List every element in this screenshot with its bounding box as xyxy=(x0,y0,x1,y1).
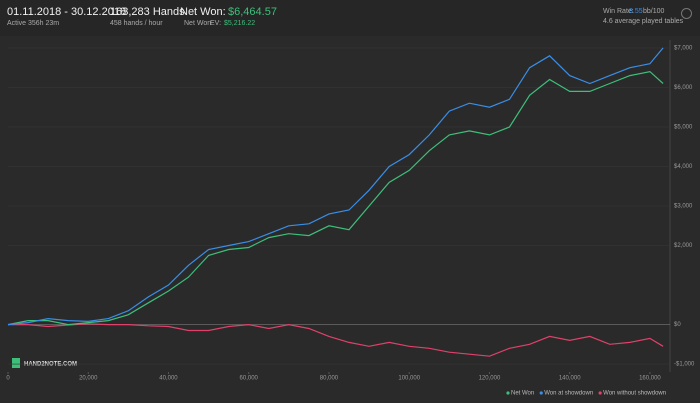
x-tick-label: 120,000 xyxy=(479,376,501,382)
hands-rate: 458 hands / hour xyxy=(110,20,163,27)
y-tick-label: $4,000 xyxy=(674,164,693,170)
x-tick-label: 100,000 xyxy=(398,376,420,382)
tables: 4.6 average played tables xyxy=(603,18,684,25)
win-rate-unit: bb/100 xyxy=(643,8,665,15)
logo-icon xyxy=(12,358,20,368)
x-tick-label: 140,000 xyxy=(559,376,581,382)
y-tick-label: -$1,000 xyxy=(674,362,695,368)
settings-icon[interactable] xyxy=(681,8,692,19)
series-line xyxy=(7,47,664,326)
legend-label: Won at showdown xyxy=(544,391,593,397)
x-tick-label: 40,000 xyxy=(159,376,178,382)
win-rate-label: Win Rate: xyxy=(603,8,634,15)
x-tick-label: 0 xyxy=(6,376,10,382)
legend-marker xyxy=(598,391,602,395)
series-line xyxy=(7,70,664,326)
x-tick-label: 160,000 xyxy=(639,376,661,382)
legend-marker xyxy=(506,391,510,395)
net-won-value: $6,464.57 xyxy=(228,6,277,18)
y-tick-label: $7,000 xyxy=(674,45,693,51)
header: 01.11.2018 - 30.12.2018 Active 356h 23m … xyxy=(0,0,700,36)
series-line xyxy=(8,323,664,357)
y-tick-label: $3,000 xyxy=(674,204,693,210)
net-won-ev-label: Net Won xyxy=(184,20,212,27)
y-tick-label: $5,000 xyxy=(674,125,693,131)
active-time: Active 356h 23m xyxy=(7,20,60,27)
y-tick-label: $6,000 xyxy=(674,85,693,91)
legend-label: Net Won xyxy=(511,391,534,397)
y-tick-label: $2,000 xyxy=(674,243,693,249)
logo: HAND2NOTE.COM xyxy=(24,362,77,368)
ev-value: $5,216.22 xyxy=(224,20,256,27)
win-rate-value: 8.55 xyxy=(629,8,643,15)
x-tick-label: 60,000 xyxy=(240,376,259,382)
legend-label: Won without showdown xyxy=(603,391,666,397)
y-tick-label: $0 xyxy=(674,322,681,328)
net-won-label: Net Won: xyxy=(180,6,226,18)
hands: 163,283 Hands xyxy=(110,6,185,18)
ev-label: EV: xyxy=(210,20,222,27)
legend-marker xyxy=(539,391,543,395)
x-tick-label: 80,000 xyxy=(320,376,339,382)
x-tick-label: 20,000 xyxy=(79,376,98,382)
date-range: 01.11.2018 - 30.12.2018 xyxy=(7,6,127,18)
